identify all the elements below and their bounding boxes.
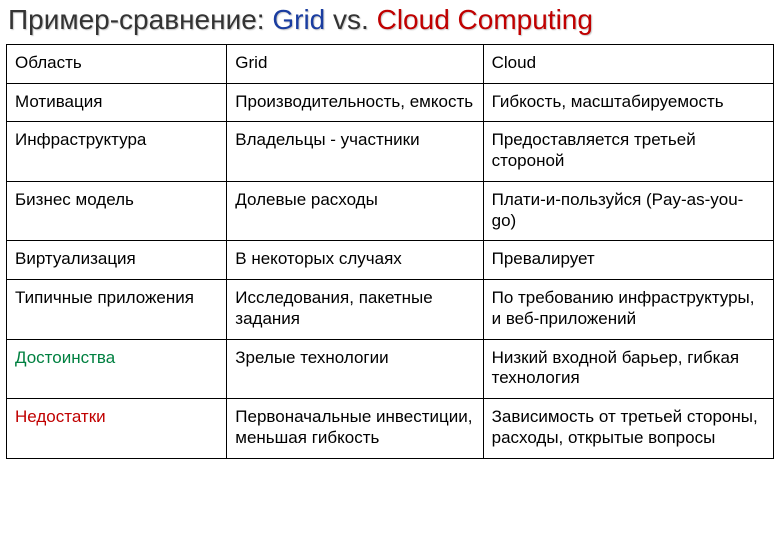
table-row: Мотивация Производительность, емкость Ги… [7, 83, 774, 122]
title-vs: vs. [333, 4, 369, 35]
row-label: Бизнес модель [7, 181, 227, 240]
header-cloud: Cloud [483, 45, 773, 84]
cell-cloud: Гибкость, масштабируемость [483, 83, 773, 122]
table-header-row: Область Grid Cloud [7, 45, 774, 84]
cell-cloud: Превалирует [483, 241, 773, 280]
row-label: Типичные приложения [7, 280, 227, 339]
page-title: Пример-сравнение: Grid vs. Cloud Computi… [0, 0, 780, 44]
table-row: Достоинства Зрелые технологии Низкий вхо… [7, 339, 774, 398]
cell-cloud: Зависимость от третьей стороны, расходы,… [483, 399, 773, 458]
row-label-advantages: Достоинства [7, 339, 227, 398]
cell-grid: Владельцы - участники [227, 122, 483, 181]
cell-grid: Зрелые технологии [227, 339, 483, 398]
title-grid: Grid [272, 4, 333, 35]
header-grid: Grid [227, 45, 483, 84]
table-row: Бизнес модель Долевые расходы Плати-и-по… [7, 181, 774, 240]
cell-grid: Долевые расходы [227, 181, 483, 240]
cell-cloud: Предоставляется третьей стороной [483, 122, 773, 181]
title-prefix: Пример-сравнение: [8, 4, 272, 35]
table-row: Виртуализация В некоторых случаях Превал… [7, 241, 774, 280]
cell-grid: Исследования, пакетные задания [227, 280, 483, 339]
comparison-table: Область Grid Cloud Мотивация Производите… [6, 44, 774, 459]
cell-cloud: Низкий входной барьер, гибкая технология [483, 339, 773, 398]
cell-grid: Первоначальные инвестиции, меньшая гибко… [227, 399, 483, 458]
cell-cloud: Плати-и-пользуйся (Pay-as-you-go) [483, 181, 773, 240]
table-row: Типичные приложения Исследования, пакетн… [7, 280, 774, 339]
row-label: Инфраструктура [7, 122, 227, 181]
header-area: Область [7, 45, 227, 84]
cell-grid: Производительность, емкость [227, 83, 483, 122]
row-label: Мотивация [7, 83, 227, 122]
cell-cloud: По требованию инфраструктуры, и веб-прил… [483, 280, 773, 339]
table-row: Недостатки Первоначальные инвестиции, ме… [7, 399, 774, 458]
title-cloud: Cloud Computing [369, 4, 593, 35]
cell-grid: В некоторых случаях [227, 241, 483, 280]
row-label: Виртуализация [7, 241, 227, 280]
row-label-disadvantages: Недостатки [7, 399, 227, 458]
table-row: Инфраструктура Владельцы - участники Пре… [7, 122, 774, 181]
